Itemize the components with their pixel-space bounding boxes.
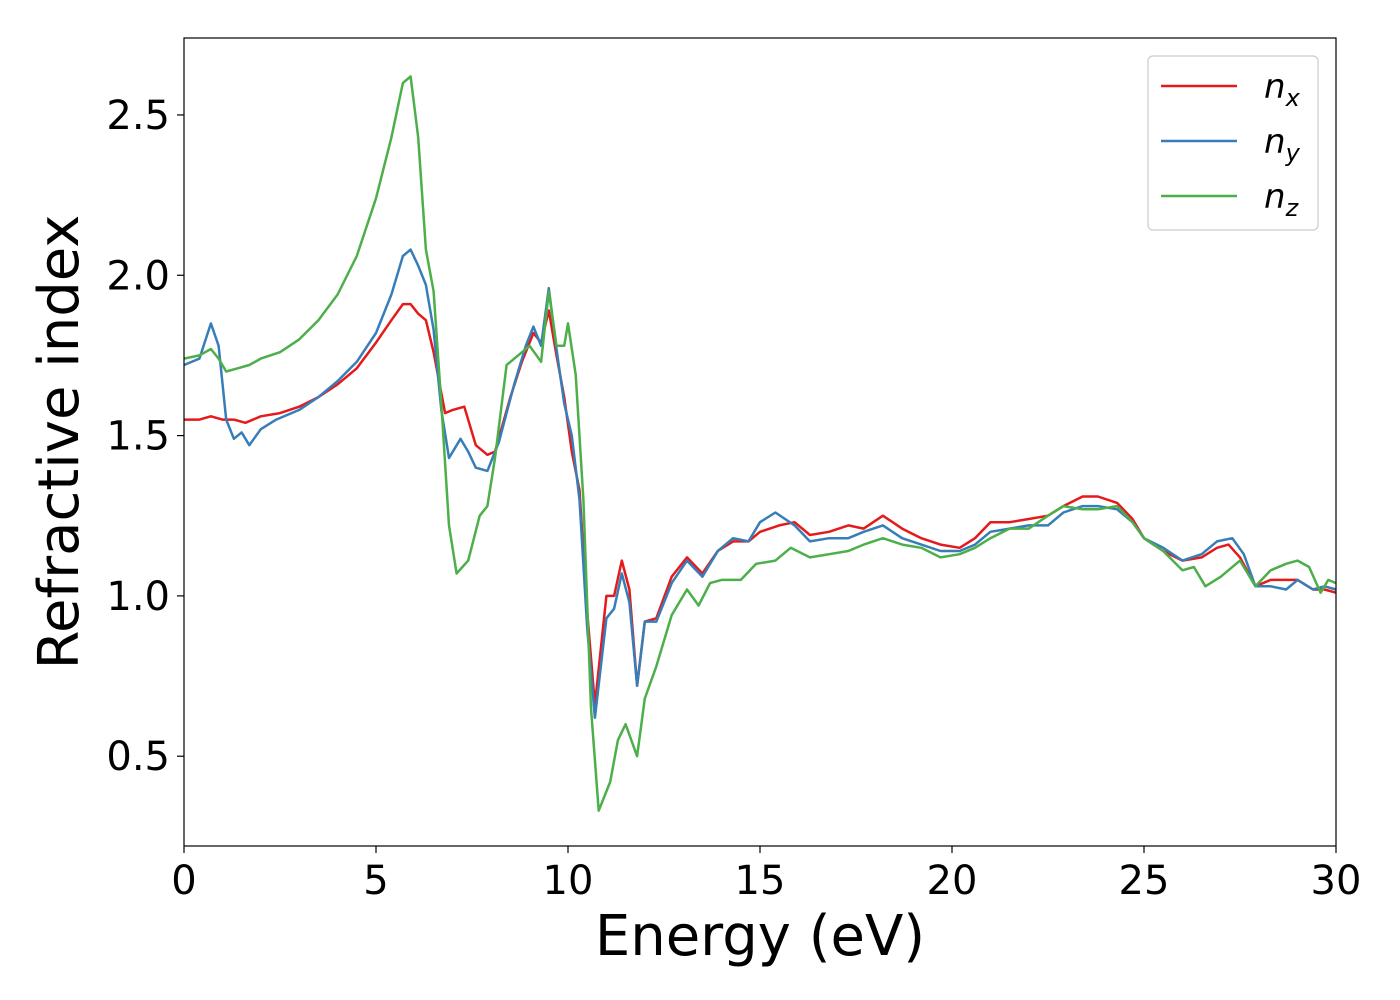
y-axis-title: Refractive index <box>27 215 92 670</box>
x-tick-label: 10 <box>543 858 594 904</box>
y-tick-label: 0.5 <box>106 734 170 780</box>
y-tick-label: 1.5 <box>106 414 170 460</box>
series-line-ny <box>183 248 1337 719</box>
legend-label-nz: nz <box>1264 177 1300 222</box>
legend-box <box>1147 55 1319 231</box>
legend-label-ny: ny <box>1264 122 1301 167</box>
legend: nx ny nz <box>1147 55 1319 231</box>
x-axis-title: Energy (eV) <box>595 904 925 969</box>
y-axis-ticks: 0.5 1.0 1.5 2.0 2.5 <box>106 93 184 780</box>
x-tick-label: 30 <box>1311 858 1362 904</box>
y-tick-label: 2.5 <box>106 93 170 139</box>
legend-label-nx: nx <box>1264 67 1301 112</box>
x-tick-label: 15 <box>735 858 786 904</box>
x-tick-label: 5 <box>363 858 388 904</box>
y-tick-label: 1.0 <box>106 574 170 620</box>
series-layer <box>183 75 1337 812</box>
x-tick-label: 0 <box>171 858 196 904</box>
x-tick-label: 20 <box>927 858 978 904</box>
x-axis-ticks: 0 5 10 15 20 25 30 <box>171 846 1361 904</box>
series-line-nz <box>183 75 1337 812</box>
series-line-nx <box>184 302 1337 707</box>
x-tick-label: 25 <box>1119 858 1170 904</box>
y-tick-label: 2.0 <box>106 253 170 299</box>
